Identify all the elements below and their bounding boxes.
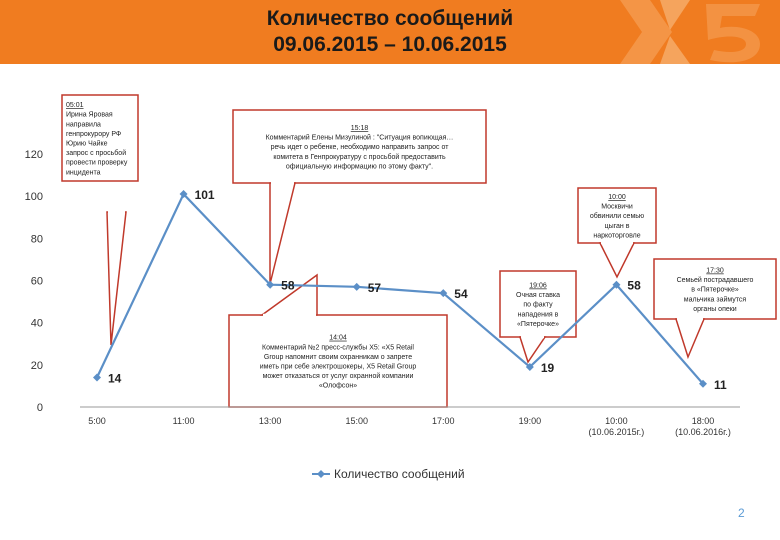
y-tick-label: 120: [25, 149, 43, 161]
callout-text-line: нападения в: [518, 311, 559, 318]
callout-text-line: официальную информацию по этому факту".: [286, 163, 433, 170]
callout-text-line: «Олофсон»: [319, 383, 357, 390]
callout-box: [499, 270, 577, 338]
x5-logo-icon: [620, 0, 760, 64]
callout-text-line: речь идет о ребенке, необходимо направит…: [271, 143, 450, 151]
data-point: [525, 362, 534, 371]
data-label: 54: [454, 287, 468, 301]
y-tick-label: 40: [31, 318, 43, 330]
y-tick-label: 0: [37, 402, 43, 414]
x-tick-label: 13:00: [259, 416, 282, 426]
callout-text-line: провести проверку: [66, 160, 128, 167]
page-number: 2: [738, 506, 745, 520]
callout-pointer: [674, 318, 706, 360]
x-tick-label: 17:00: [432, 416, 455, 426]
callout-text-line: Москвичи: [601, 204, 633, 211]
callout-box: [228, 314, 448, 408]
callout-time: 10:00: [608, 194, 626, 201]
header-banner: Количество сообщений 09.06.2015 – 10.06.…: [0, 0, 780, 64]
callout-text-line: Комментарий Елены Мизулиной : "Ситуация …: [266, 134, 454, 142]
callout-text-line: наркоторговле: [593, 232, 640, 239]
callout-text-line: инцидента: [66, 169, 101, 176]
data-label: 57: [368, 281, 382, 295]
callout-pointer: [269, 182, 296, 285]
callout-time: 19:06: [529, 283, 547, 290]
data-point: [179, 190, 188, 199]
callout-text-line: Семьей пострадавшего: [677, 276, 754, 284]
callout-text-line: Ирина Яровая: [66, 112, 113, 119]
data-point: [266, 280, 275, 289]
data-point: [699, 379, 707, 388]
annotation-callout: 19:06 Очная ставка по факту нападения в «Пят…: [499, 270, 577, 364]
callout-text-line: Group напомнит своим охранникам о запрет…: [264, 354, 412, 361]
x-tick-label: (10.06.2015г.): [589, 427, 645, 437]
callout-text-line: обвинили семью: [590, 212, 644, 220]
y-tick-label: 80: [31, 233, 43, 245]
data-point: [612, 280, 621, 289]
title-line-2: 09.06.2015 – 10.06.2015: [273, 33, 507, 56]
data-point: [439, 289, 448, 298]
callout-time: 17:30: [706, 268, 724, 275]
callout-text-line: иметь при себе электрошокеры, Х5 Retail …: [260, 363, 417, 371]
annotation-callout: 15:18 Комментарий Елены Мизулиной : "Ситу…: [232, 109, 487, 285]
page-title: Количество сообщений 09.06.2015 – 10.06.…: [0, 6, 780, 58]
callout-text-line: направила: [66, 121, 101, 128]
x-tick-label: 10:00: [605, 416, 628, 426]
legend-label: Количество сообщений: [334, 467, 465, 481]
callout-pointer: [106, 211, 127, 346]
y-tick-label: 20: [31, 360, 43, 372]
callout-text-line: Юрию Чайке: [66, 140, 108, 148]
callout-box: [653, 258, 777, 320]
y-tick-label: 60: [31, 276, 43, 288]
callout-text-line: мальчика займутся: [684, 295, 747, 303]
callout-text-line: генпрокурору РФ: [66, 131, 121, 138]
callout-text-line: органы опеки: [693, 306, 737, 313]
callout-box: [232, 109, 487, 184]
callout-box: [61, 94, 139, 182]
x-tick-label: 18:00: [692, 416, 715, 426]
callout-text-line: цыган в: [605, 223, 630, 230]
callout-text-line: Очная ставка: [516, 292, 560, 299]
data-point: [352, 282, 361, 291]
legend-marker: [317, 470, 325, 478]
callout-text-line: по факту: [523, 302, 553, 309]
callout-text-line: может отказаться от услуг охранной компа…: [263, 372, 414, 380]
callout-text-line: комитета в Генпрокуратуру с просьбой пре…: [273, 153, 446, 161]
x-tick-label: 5:00: [88, 416, 106, 426]
callout-time: 15:18: [351, 125, 369, 132]
plot-layer: 14 101 58 57 54 19 58 11: [93, 188, 727, 392]
data-label: 58: [627, 279, 641, 293]
chart-legend: Количество сообщений: [312, 467, 465, 481]
data-label: 14: [108, 371, 122, 385]
y-tick-label: 100: [25, 191, 43, 203]
data-label: 101: [195, 188, 215, 202]
series-line: [96, 192, 704, 385]
x-tick-label: 15:00: [345, 416, 368, 426]
data-label: 11: [714, 378, 727, 392]
callout-pointer: [598, 242, 636, 279]
data-label: 58: [281, 279, 295, 293]
callout-time: 05:01: [66, 102, 84, 109]
title-line-1: Количество сообщений: [266, 7, 514, 30]
axes-layer: 0 20 40 60 80 100 120 5:00 11:00 13:00 15:00 17:00 1…: [25, 149, 740, 437]
callout-text-line: «Пятерочке»: [517, 321, 559, 328]
callout-text-line: Комментарий №2 пресс-службы Х5: «Х5 Reta…: [262, 343, 414, 351]
line-chart: 05:01 Ирина Яровая направила генпрокурору Р…: [25, 94, 777, 481]
data-label: 19: [541, 361, 555, 375]
x-tick-label: 11:00: [173, 416, 195, 426]
data-point: [93, 373, 101, 382]
callouts-layer: 05:01 Ирина Яровая направила генпрокурору Р…: [61, 94, 777, 408]
callout-text-line: в «Пятерочке»: [691, 287, 739, 294]
callout-box: [577, 187, 657, 244]
callout-pointer: [518, 336, 547, 364]
x-tick-label: 19:00: [519, 416, 542, 426]
annotation-callout: 05:01 Ирина Яровая направила генпрокурору Р…: [61, 94, 139, 346]
x-tick-label: (10.06.2016г.): [675, 427, 731, 437]
callout-time: 14:04: [329, 335, 347, 342]
callout-text-line: запрос с просьбой: [66, 149, 126, 157]
